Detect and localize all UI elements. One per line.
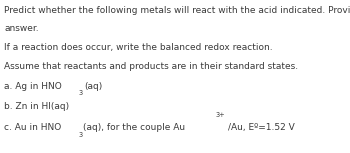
Text: a. Ag in HNO: a. Ag in HNO [4, 82, 62, 91]
Text: 3: 3 [78, 132, 82, 138]
Text: If a reaction does occur, write the balanced redox reaction.: If a reaction does occur, write the bala… [4, 43, 273, 52]
Text: c. Au in HNO: c. Au in HNO [4, 123, 62, 132]
Text: b. Zn in HI(aq): b. Zn in HI(aq) [4, 102, 69, 111]
Text: (aq): (aq) [84, 82, 102, 91]
Text: Predict whether the following metals will react with the acid indicated. Provide: Predict whether the following metals wil… [4, 6, 350, 15]
Text: 3: 3 [79, 90, 83, 96]
Text: (aq), for the couple Au: (aq), for the couple Au [83, 123, 186, 132]
Text: /Au, Eº=1.52 V: /Au, Eº=1.52 V [228, 123, 294, 132]
Text: answer.: answer. [4, 24, 39, 33]
Text: 3+: 3+ [215, 112, 225, 118]
Text: Assume that reactants and products are in their standard states.: Assume that reactants and products are i… [4, 62, 298, 71]
